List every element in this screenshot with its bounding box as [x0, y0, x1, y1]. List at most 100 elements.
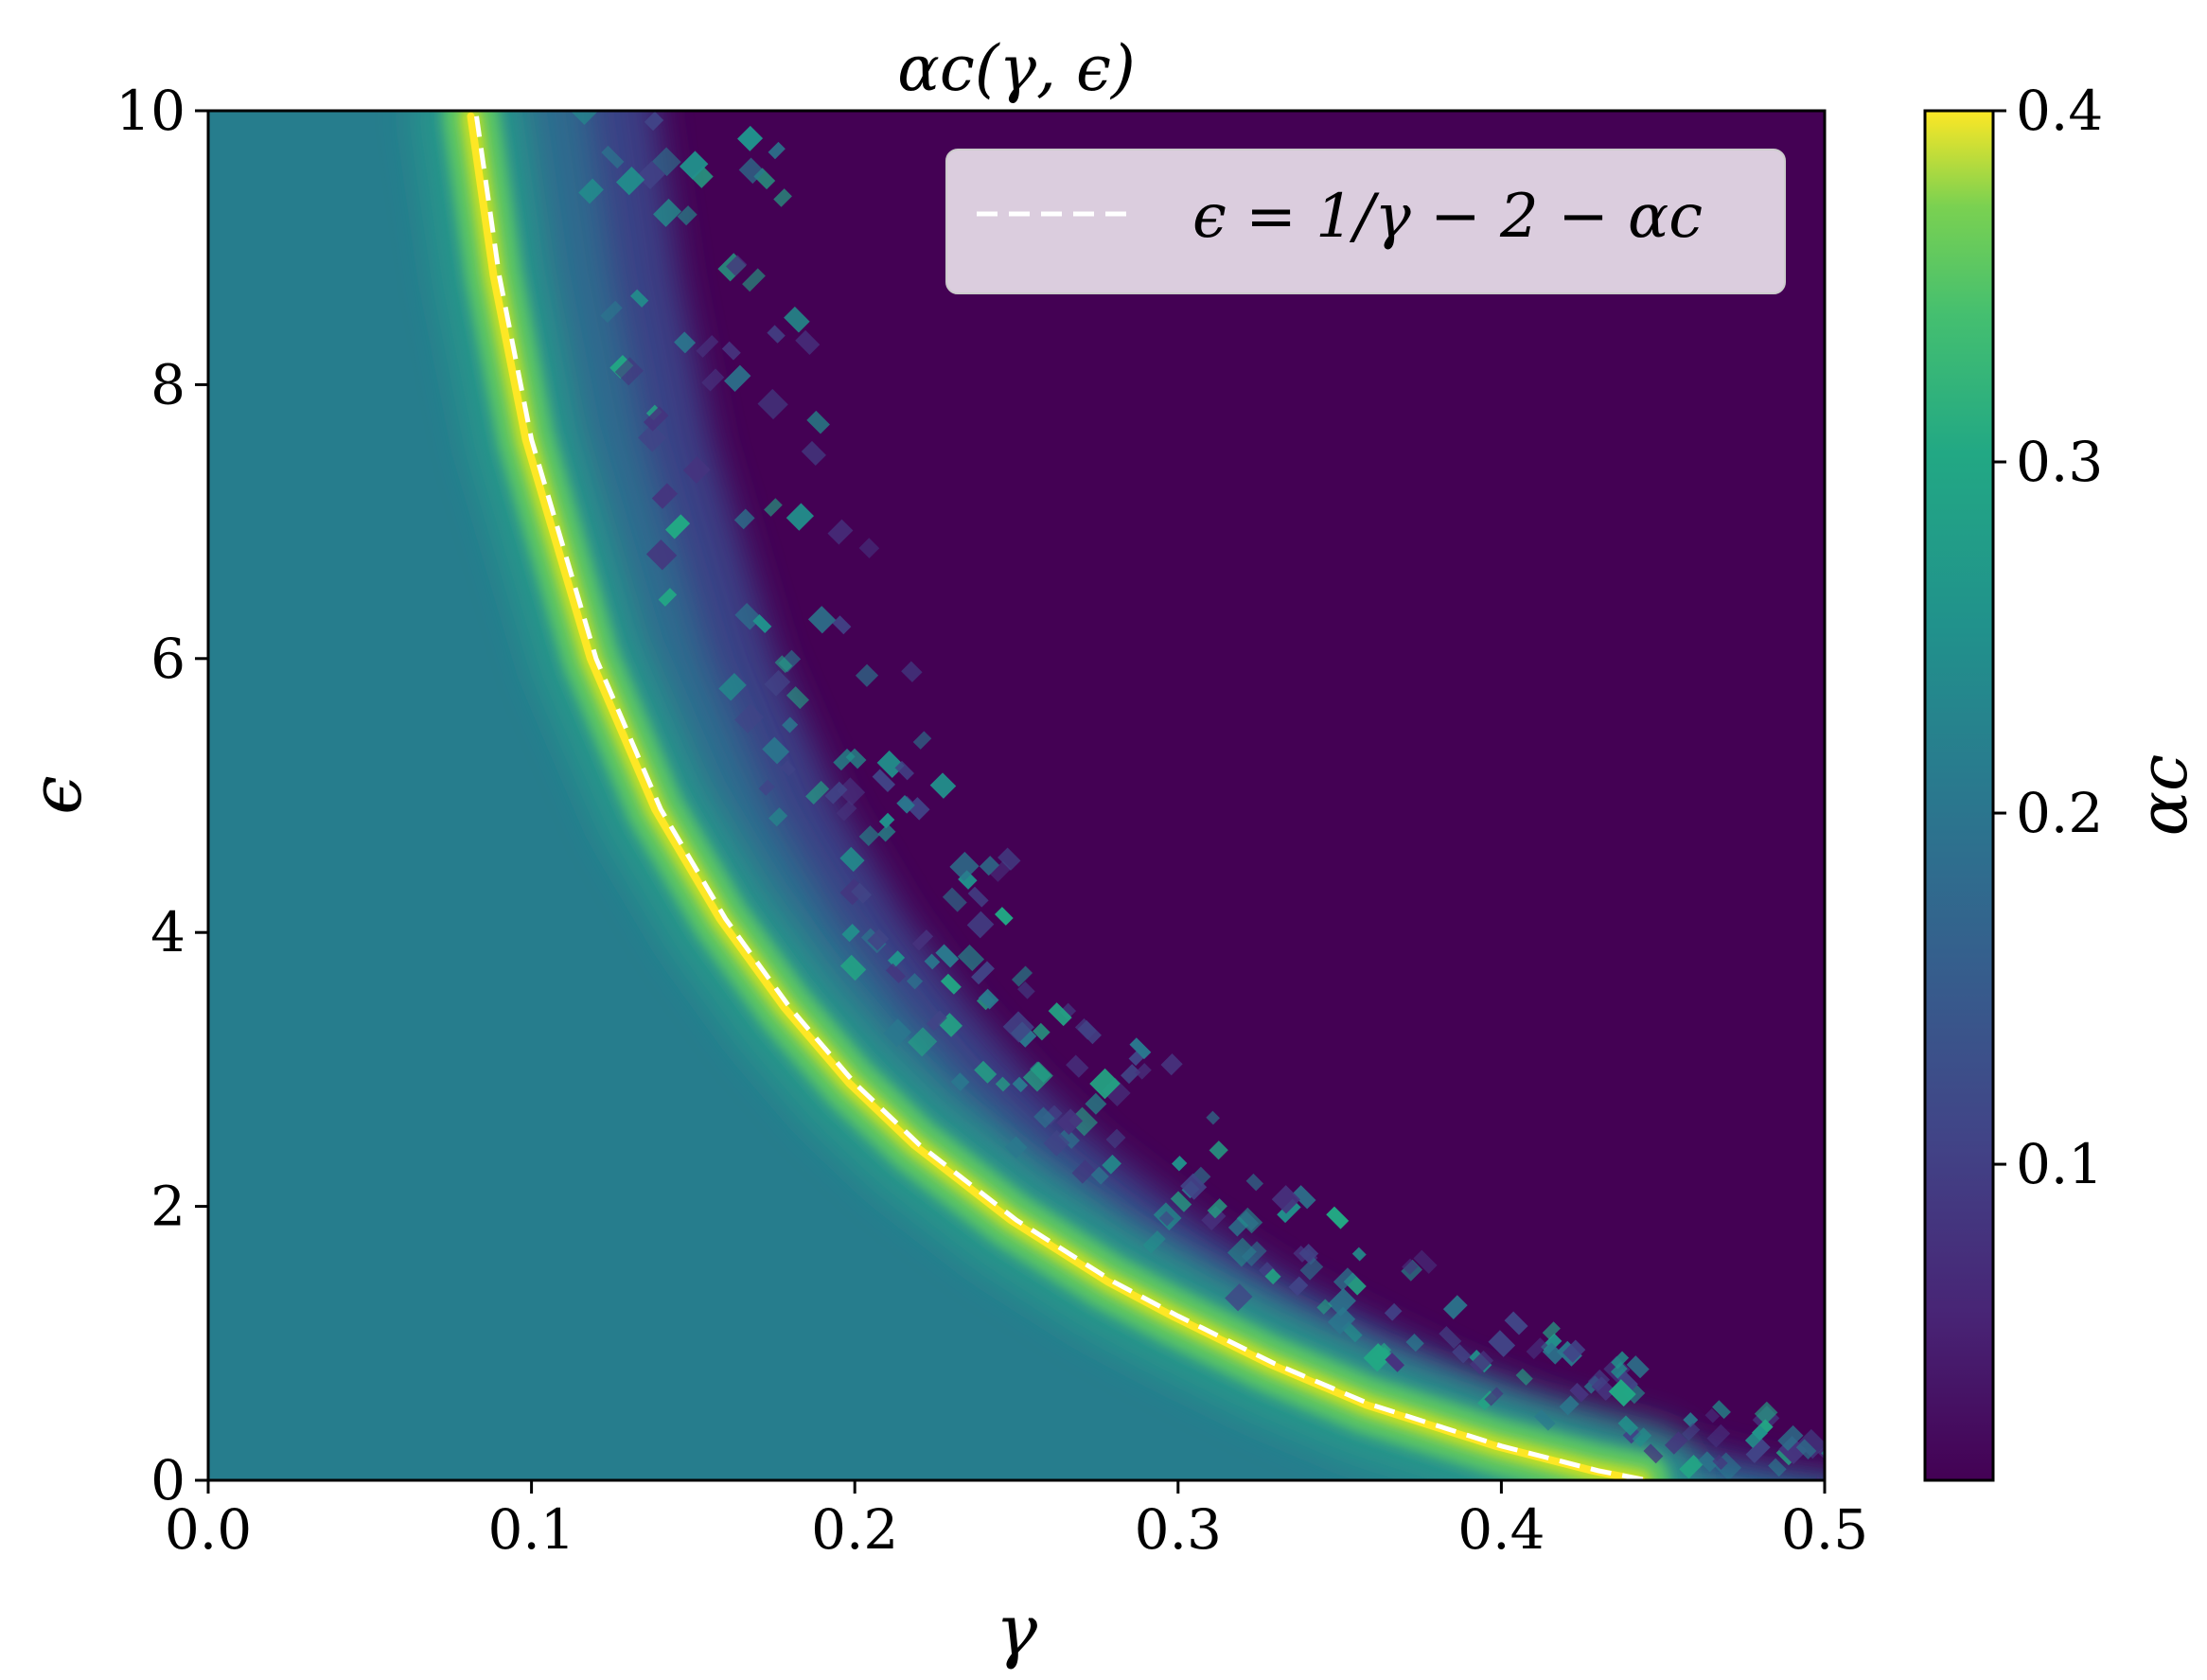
fringe-speckle [734, 703, 765, 734]
fringe-speckle [942, 887, 967, 912]
fringe-speckle [1043, 1129, 1070, 1157]
fringe-speckle [1608, 1379, 1636, 1407]
fringe-speckle [733, 508, 755, 530]
fringe-speckle [1515, 1368, 1533, 1386]
fringe-speckle [1622, 1424, 1642, 1444]
fringe-speckle [989, 860, 1012, 882]
fringe-speckle [653, 198, 682, 227]
fringe-speckle [1090, 1166, 1109, 1185]
fringe-speckle [721, 341, 741, 361]
fringe-speckle [1439, 1325, 1462, 1350]
fringe-speckle [638, 423, 667, 452]
fringe-speckle [949, 851, 980, 882]
fringe-speckle [774, 655, 793, 674]
fringe-speckle [1299, 1257, 1324, 1281]
fringe-speckle [1795, 1439, 1817, 1459]
colorbar-ticks: 0.1 0.2 0.3 0.4 [1993, 79, 2103, 1196]
fringe-speckle [1298, 1244, 1319, 1264]
fringe-speckle [786, 503, 815, 531]
fringe-speckle [876, 750, 905, 778]
fringe-speckle [658, 588, 678, 607]
fringe-speckle [1351, 1247, 1367, 1262]
fringe-speckle [630, 289, 649, 308]
fringe-speckle [1542, 1342, 1564, 1365]
fringe-speckle [636, 161, 665, 189]
fringe-speckle [674, 331, 697, 354]
fringe-speckle [1328, 1287, 1356, 1317]
fringe-speckle [950, 1072, 970, 1092]
fringe-speckle [1682, 1423, 1701, 1441]
fringe-speckle [967, 886, 989, 908]
fringe-speckle [1384, 1302, 1403, 1321]
fringe-speckle [806, 410, 830, 434]
fringe-speckle [824, 781, 848, 805]
x-axis-label: γ [996, 1590, 1038, 1671]
fringe-speckle [837, 777, 866, 806]
fringe-speckle [1559, 1395, 1580, 1416]
fringe-speckle [764, 669, 791, 697]
fringe-speckle [1664, 1431, 1688, 1455]
fringe-speckle [614, 357, 644, 386]
x-tick-label: 0.2 [811, 1497, 898, 1562]
fringe-speckle [652, 147, 681, 177]
fringe-speckle [974, 1060, 998, 1084]
fringe-speckle [1569, 1383, 1589, 1403]
fringe-speckle [1142, 1230, 1166, 1254]
legend-entry-label: ϵ = 1/γ − 2 − αc [1192, 182, 1703, 252]
fringe-speckle [1745, 1438, 1771, 1463]
fringe-speckle [1017, 981, 1035, 999]
fringe-speckle [1105, 1128, 1126, 1149]
fringe-speckle [1683, 1412, 1699, 1428]
colorbar-tick-label: 0.1 [2016, 1132, 2103, 1196]
fringe-speckle [578, 178, 604, 204]
heatmap-near-ridge [208, 111, 1667, 1480]
fringe-speckle [1698, 1451, 1720, 1473]
fringe-speckle [1191, 1166, 1211, 1187]
fringe-speckle [805, 780, 830, 805]
fringe-speckle [644, 111, 664, 132]
fringe-speckle [1587, 1369, 1611, 1392]
colorbar-gradient [1923, 109, 1995, 1482]
fringe-speckle [841, 924, 860, 943]
x-tick-label: 0.3 [1135, 1497, 1222, 1562]
fringe-speckle [1258, 1262, 1276, 1279]
fringe-speckle [957, 944, 985, 972]
legend-box [945, 149, 1786, 294]
fringe-speckle [867, 928, 890, 951]
fringe-speckle [839, 954, 867, 981]
heatmap-plot-area [208, 75, 1878, 1486]
fringe-speckle [651, 483, 679, 509]
fringe-speckle [737, 125, 764, 151]
fringe-speckle [1264, 1268, 1281, 1285]
fringe-speckle [1617, 1415, 1639, 1436]
fringe-speckle [1850, 1459, 1878, 1486]
fringe-speckle [940, 973, 962, 995]
fringe-speckle [752, 613, 772, 634]
fringe-speckle [1241, 1241, 1267, 1267]
fringe-speckle [1171, 1156, 1188, 1172]
fringe-speckle [885, 963, 907, 983]
fringe-speckle [726, 255, 748, 276]
fringe-speckle [998, 847, 1021, 871]
fringe-speckle [995, 1076, 1011, 1092]
fringe-speckle [653, 75, 670, 92]
fringe-speckle [971, 961, 995, 985]
fringe-speckle [1271, 1185, 1300, 1214]
fringe-speckle [645, 539, 678, 571]
fringe-speckle [858, 538, 880, 558]
fringe-speckle [1504, 1311, 1528, 1335]
fringe-speckle [1679, 1454, 1704, 1479]
fringe-speckle [724, 364, 751, 392]
chart-title: αc(γ, ϵ) [897, 32, 1135, 105]
fringe-speckle [773, 188, 792, 207]
fringe-speckle [1225, 1283, 1253, 1312]
fringe-speckle [677, 205, 697, 226]
fringe-speckle [858, 825, 880, 846]
fringe-speckle [682, 456, 711, 484]
fringe-speckle [1085, 1092, 1107, 1115]
fringe-speckle [887, 950, 906, 968]
fringe-speckle [1706, 1424, 1731, 1448]
colorbar-tick-label: 0.3 [2016, 430, 2103, 494]
fringe-speckle [1534, 1409, 1556, 1431]
fringe-speckle [757, 388, 788, 420]
